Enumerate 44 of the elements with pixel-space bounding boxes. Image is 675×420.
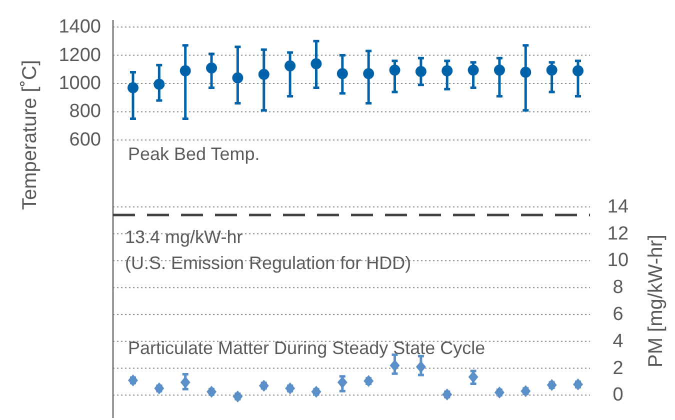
point (415, 66, 426, 78)
point (494, 386, 504, 398)
y2-axis-title: PM [mg/kW-hr] (645, 234, 667, 368)
point (364, 375, 374, 388)
y-tick-label: 1400 (58, 16, 101, 38)
point (442, 388, 452, 400)
y2-tick-label: 2 (612, 358, 624, 379)
point (337, 376, 348, 388)
point (520, 66, 532, 78)
y-axis-title: Temperature [˚C] (19, 60, 41, 210)
point (284, 60, 296, 72)
point (310, 58, 322, 70)
point (180, 376, 190, 388)
point (128, 82, 138, 94)
point (180, 65, 191, 76)
ref-line-label: 13.4 mg/kW-hr (U.S. Emission Regulation for HDD) (125, 226, 412, 273)
annotation: Particulate Matter During Steady State Cycle (128, 338, 486, 358)
point (416, 360, 426, 373)
y-tick-label: 1200 (58, 44, 101, 66)
y-tick-label: 1000 (58, 73, 101, 94)
point (572, 65, 584, 76)
y2-tick-label: 6 (612, 304, 624, 325)
y2-tick-label: 14 (607, 196, 629, 218)
annotation: Peak Bed Temp. (128, 144, 260, 164)
point (546, 379, 557, 392)
point (363, 68, 374, 80)
y-tick-label: 800 (69, 101, 101, 122)
point (232, 390, 243, 402)
point (336, 68, 348, 80)
y2-tick-label: 12 (607, 223, 629, 244)
point (258, 68, 270, 80)
y2-tick-label: 0 (612, 384, 624, 406)
y2-tick-label: 10 (607, 250, 629, 272)
point (389, 64, 400, 76)
point (468, 64, 479, 76)
point (206, 62, 218, 74)
y-tick-label: 600 (69, 129, 101, 150)
point (154, 78, 165, 90)
point (442, 65, 453, 76)
y2-tick-label: 4 (612, 330, 624, 352)
y2-tick-label: 8 (612, 277, 624, 298)
point (232, 72, 244, 84)
point (494, 64, 505, 76)
point (546, 64, 558, 76)
